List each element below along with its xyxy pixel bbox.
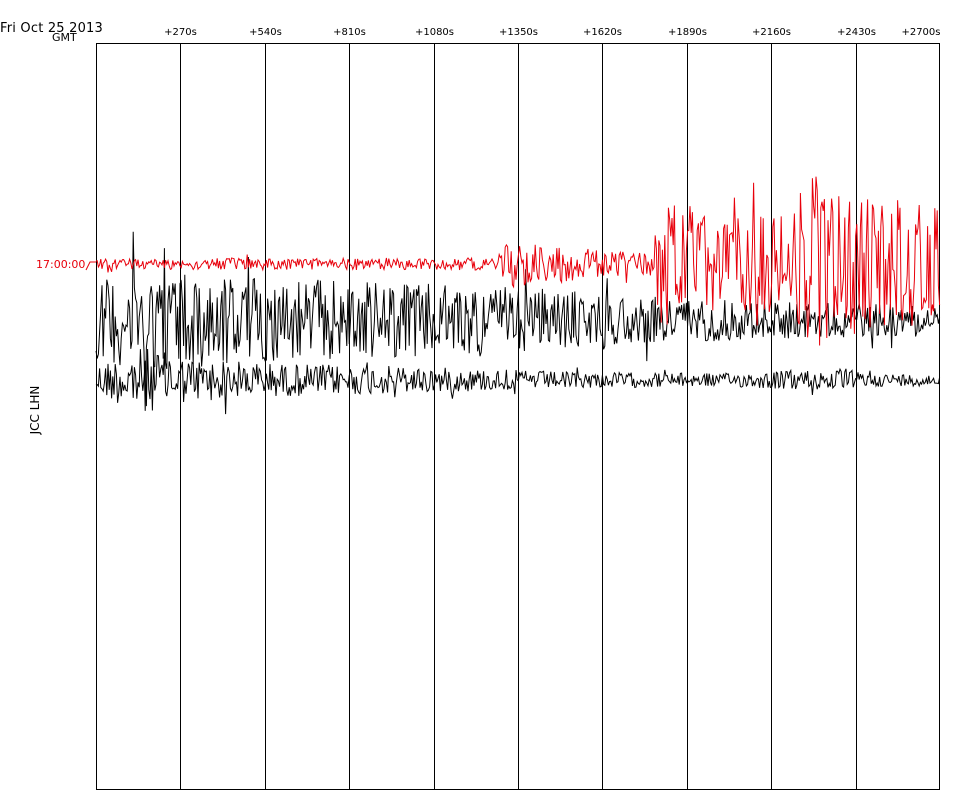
past-trace-line — [95, 348, 941, 415]
x-tick-label: +1080s — [415, 27, 454, 38]
trace-start-label: 17:00:00 — [36, 258, 86, 271]
current-trace-line — [95, 176, 941, 346]
x-tick-label: +1620s — [583, 27, 622, 38]
x-tick-label: +540s — [249, 27, 282, 38]
past-trace-line — [95, 231, 941, 411]
x-tick-label: +2430s — [837, 27, 876, 38]
x-tick-label: +810s — [333, 27, 366, 38]
x-tick-label: +270s — [164, 27, 197, 38]
x-tick-label: +2160s — [752, 27, 791, 38]
x-tick-labels: +270s +540s +810s +1080s +1350s +1620s +1890s +… — [164, 27, 940, 38]
x-tick-label: +1350s — [499, 27, 538, 38]
timezone-label: GMT — [52, 31, 77, 44]
traces — [95, 176, 941, 415]
x-tick-label: +2700s — [901, 27, 940, 38]
grid-lines — [180, 43, 857, 790]
x-tick-label: +1890s — [668, 27, 707, 38]
trace-marker-icon — [85, 261, 96, 271]
date-label: Fri Oct 25 2013 — [0, 21, 103, 36]
